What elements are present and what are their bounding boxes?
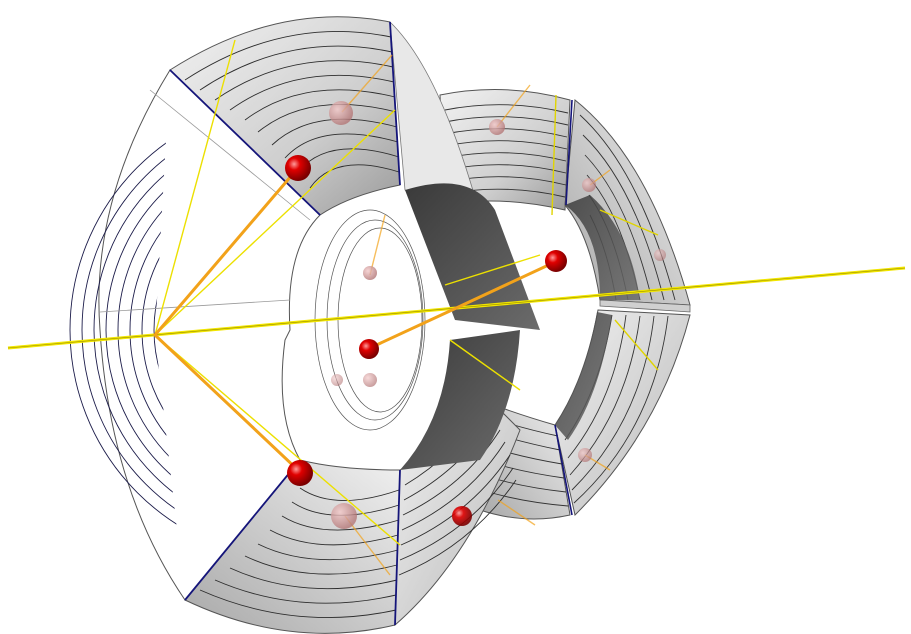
- node-inner-low-left: [331, 374, 343, 386]
- large-shell-top-rings: [184, 31, 400, 189]
- node-small-right-rear: [582, 178, 596, 192]
- nodes: [285, 101, 666, 529]
- large-shell-inner-face-low: [400, 330, 520, 470]
- large-shell-radial-lines: [99, 89, 311, 313]
- node-center: [359, 339, 379, 359]
- node-inner-upper: [363, 266, 377, 280]
- large-shell-guides: [154, 39, 541, 546]
- large-shell-inner-face-top: [405, 183, 540, 330]
- node-small-bottom-front: [452, 506, 472, 526]
- connector-rods: [153, 166, 557, 474]
- node-inner-low: [363, 373, 377, 387]
- small-shell-inner-face-low: [555, 312, 612, 440]
- node-small-right: [545, 250, 567, 272]
- large-segmented-shell: [69, 16, 540, 634]
- large-shell-seams: [169, 21, 401, 626]
- node-large-rear-top: [329, 101, 353, 125]
- node-small-far-right: [654, 249, 666, 261]
- node-small-top: [489, 119, 505, 135]
- node-large-rear-bottom: [331, 503, 357, 529]
- small-shell-guides: [551, 94, 659, 371]
- node-large-upper: [285, 155, 311, 181]
- small-shell-seams: [554, 99, 573, 516]
- node-large-lower: [287, 460, 313, 486]
- node-small-bottom: [578, 448, 592, 462]
- small-shell-inner-face-right: [565, 195, 640, 300]
